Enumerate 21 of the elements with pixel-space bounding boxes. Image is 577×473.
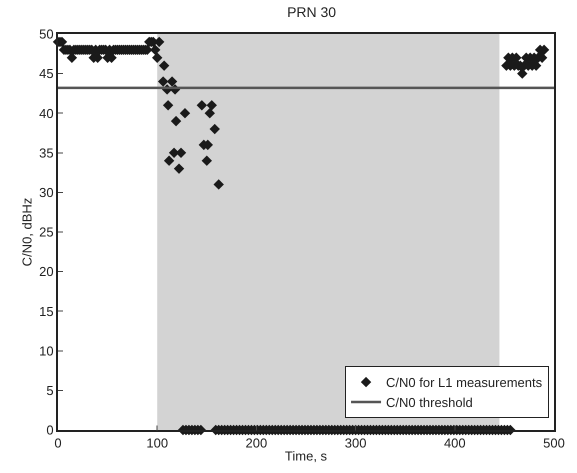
x-tick-label: 100	[146, 435, 168, 450]
y-tick-label: 10	[39, 343, 54, 358]
x-tick-label: 500	[543, 435, 565, 450]
x-tick-label: 300	[344, 435, 366, 450]
y-tick-label: 20	[39, 264, 54, 280]
legend-label: C/N0 for L1 measurements	[386, 375, 543, 390]
x-tick-label: 400	[444, 435, 466, 450]
x-tick-label: 200	[246, 435, 268, 450]
y-tick-label: 40	[39, 106, 54, 121]
y-tick-label: 15	[39, 304, 54, 319]
y-tick-label: 45	[39, 66, 54, 82]
y-axis-title: C/N0, dBHz	[20, 198, 35, 266]
legend-label: C/N0 threshold	[386, 395, 473, 410]
y-tick-label: 30	[39, 184, 54, 200]
x-axis-title: Time, s	[284, 448, 328, 464]
y-tick-label: 0	[46, 422, 54, 438]
y-tick-label: 50	[39, 26, 54, 42]
y-tick-label: 25	[39, 224, 54, 240]
y-tick-label: 5	[46, 382, 54, 398]
y-tick-label: 35	[39, 145, 54, 160]
chart-title: PRN 30	[287, 4, 336, 20]
